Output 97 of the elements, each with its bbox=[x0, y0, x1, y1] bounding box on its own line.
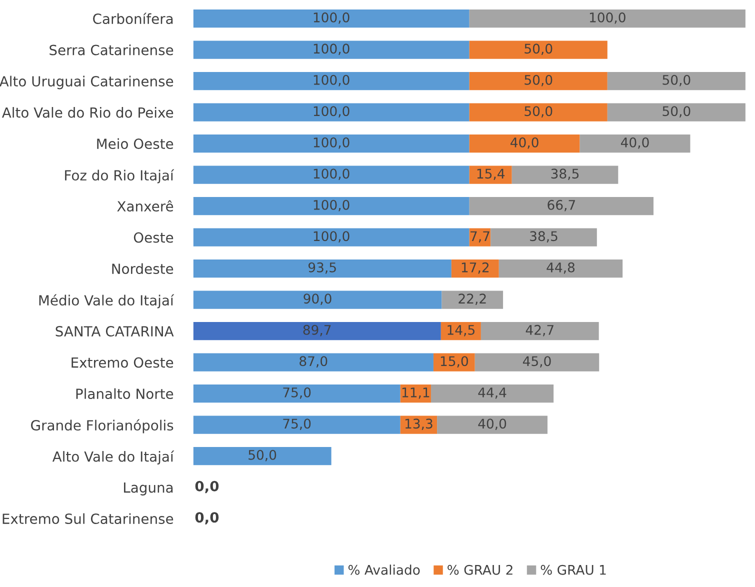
data-label: 44,8 bbox=[546, 262, 575, 274]
bar bbox=[400, 416, 438, 434]
data-label: 50,0 bbox=[662, 106, 690, 118]
bar bbox=[193, 353, 434, 372]
data-label: 14,5 bbox=[448, 325, 474, 336]
data-label: 90,0 bbox=[304, 294, 332, 305]
bar bbox=[193, 384, 400, 403]
y-tick-label: SANTA CATARINA bbox=[56, 326, 174, 337]
bar bbox=[480, 322, 599, 340]
bar bbox=[607, 72, 746, 90]
data-label: 17,2 bbox=[462, 262, 489, 274]
y-tick-label: Xanxerê bbox=[117, 200, 174, 212]
data-label: 75,0 bbox=[283, 418, 311, 430]
data-label: 50,0 bbox=[524, 106, 552, 118]
y-tick-label: Planalto Norte bbox=[76, 388, 174, 400]
bar bbox=[193, 9, 470, 28]
bar bbox=[469, 228, 491, 246]
data-label: 15,4 bbox=[477, 168, 505, 180]
data-label: 100,0 bbox=[314, 44, 350, 55]
data-label: 100,0 bbox=[314, 74, 350, 86]
y-tick-label: Foz do Rio Itajaí bbox=[65, 169, 174, 184]
bar bbox=[193, 134, 470, 153]
data-label: 22,2 bbox=[458, 294, 486, 305]
data-label: 100,0 bbox=[314, 200, 350, 212]
y-tick-label: Extremo Oeste bbox=[72, 357, 174, 368]
bar bbox=[469, 134, 580, 153]
data-label: 50,0 bbox=[524, 44, 552, 55]
data-label: 38,5 bbox=[530, 231, 558, 242]
data-label: 100,0 bbox=[590, 12, 626, 24]
data-label: 50,0 bbox=[524, 74, 552, 86]
bar bbox=[193, 196, 470, 216]
data-label: 100,0 bbox=[314, 137, 350, 149]
y-tick-label: Meio Oeste bbox=[97, 138, 174, 150]
data-label: 89,7 bbox=[303, 324, 331, 336]
bar bbox=[433, 353, 475, 372]
y-tick-label: Laguna bbox=[124, 482, 173, 496]
bar bbox=[607, 103, 746, 122]
bar bbox=[193, 416, 400, 434]
data-label: 42,7 bbox=[526, 324, 554, 336]
bar bbox=[430, 384, 554, 403]
bar bbox=[193, 446, 332, 466]
data-label: 100,0 bbox=[314, 106, 350, 118]
y-tick-label: Alto Vale do Rio do Peixe bbox=[2, 107, 174, 118]
bar bbox=[193, 290, 442, 309]
bar bbox=[580, 134, 690, 153]
bar bbox=[193, 166, 470, 184]
data-label: 0,0 bbox=[195, 512, 219, 524]
bar bbox=[469, 166, 512, 184]
data-label: 75,0 bbox=[283, 387, 311, 399]
data-label: 15,0 bbox=[440, 356, 468, 368]
data-label: 93,5 bbox=[308, 262, 336, 274]
data-label: 11,1 bbox=[402, 388, 430, 399]
bar bbox=[474, 353, 600, 372]
legend-label: % Avaliado bbox=[348, 564, 420, 575]
y-tick-label: Grande Florianópolis bbox=[31, 419, 174, 434]
bar bbox=[469, 103, 608, 122]
bar bbox=[193, 40, 470, 59]
y-tick-label: Alto Vale do Itajaí bbox=[52, 450, 174, 464]
data-label: 40,0 bbox=[510, 137, 538, 149]
bar bbox=[512, 166, 618, 184]
y-tick-label: Nordeste bbox=[112, 263, 174, 274]
data-label: 7,7 bbox=[470, 231, 490, 242]
bar bbox=[498, 259, 623, 278]
bar bbox=[469, 196, 654, 216]
bar bbox=[442, 290, 504, 309]
data-label: 100,0 bbox=[314, 168, 350, 180]
bar bbox=[469, 9, 746, 28]
bar bbox=[469, 72, 608, 90]
y-tick-label: Serra Catarinense bbox=[50, 44, 174, 56]
bar bbox=[469, 40, 608, 59]
data-label: 66,7 bbox=[548, 200, 575, 212]
bar bbox=[490, 228, 597, 246]
bar bbox=[193, 259, 452, 278]
data-label: 40,0 bbox=[620, 137, 649, 149]
bar bbox=[193, 103, 470, 122]
data-label: 45,0 bbox=[522, 356, 551, 368]
y-tick-label: Oeste bbox=[134, 232, 174, 243]
data-label: 87,0 bbox=[300, 356, 328, 368]
data-label: 50,0 bbox=[248, 450, 276, 462]
data-label: 38,5 bbox=[551, 168, 579, 180]
data-label: 0,0 bbox=[195, 480, 219, 494]
bar bbox=[193, 72, 470, 90]
data-label: 40,0 bbox=[478, 418, 506, 430]
data-label: 50,0 bbox=[662, 74, 690, 86]
data-label: 13,3 bbox=[405, 418, 432, 430]
bar bbox=[451, 259, 499, 278]
bar bbox=[193, 228, 470, 246]
y-tick-label: Médio Vale do Itajaí bbox=[39, 294, 174, 308]
bar bbox=[437, 416, 548, 434]
y-tick-label: Extremo Sul Catarinense bbox=[2, 513, 174, 524]
bar bbox=[193, 322, 441, 340]
data-label: 100,0 bbox=[314, 12, 350, 24]
data-label: 100,0 bbox=[314, 231, 350, 242]
legend-label: % GRAU 1 bbox=[540, 564, 606, 575]
legend-label: % GRAU 2 bbox=[448, 564, 512, 575]
y-tick-label: Carbonífera bbox=[93, 12, 173, 24]
data-label: 44,4 bbox=[478, 388, 506, 399]
